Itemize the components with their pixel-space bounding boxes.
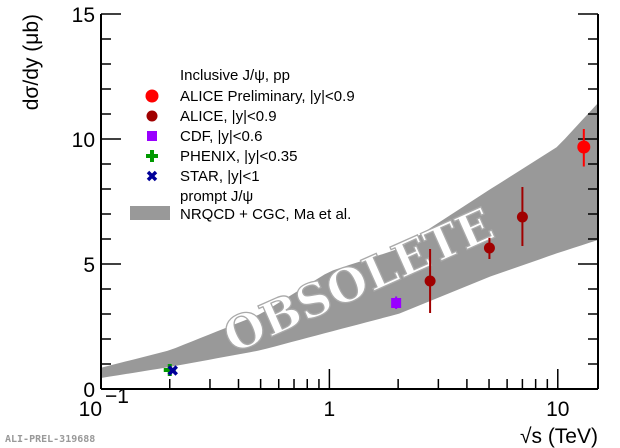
legend-label: ALICE, |y|<0.9 — [180, 108, 277, 125]
legend-label: CDF, |y|<0.6 — [180, 128, 262, 145]
x-tick-exponent: −1 — [105, 385, 129, 408]
data-point — [391, 298, 402, 308]
x-tick-label: 1 — [324, 398, 336, 421]
legend-marker — [146, 170, 158, 182]
legend-band-swatch — [130, 206, 170, 220]
data-point — [424, 275, 436, 287]
legend-label: STAR, |y|<1 — [180, 168, 260, 185]
legend-subheader: prompt J/ψ — [180, 188, 253, 205]
model-band — [101, 103, 598, 378]
legend-label: PHENIX, |y|<0.35 — [180, 148, 297, 165]
data-point — [516, 211, 528, 223]
legend-header: Inclusive J/ψ, pp — [180, 67, 290, 84]
y-tick-label: 15 — [72, 4, 95, 27]
x-tick-label: 10 — [79, 398, 102, 421]
y-tick-label: 0 — [83, 379, 95, 402]
y-axis-label: dσ/dy (μb) — [20, 14, 43, 110]
x-tick-label: 10 — [546, 398, 569, 421]
legend-marker — [145, 89, 159, 103]
legend-label: NRQCD + CGC, Ma et al. — [180, 206, 351, 223]
legend-marker — [147, 131, 157, 141]
legend-label: ALICE Preliminary, |y|<0.9 — [180, 88, 355, 105]
data-point — [577, 140, 591, 154]
legend-marker — [146, 150, 158, 162]
data-point — [483, 242, 495, 254]
data-point — [167, 365, 178, 376]
legend-marker — [146, 110, 158, 122]
x-axis-label: √s (TeV) — [520, 425, 598, 448]
y-tick-label: 5 — [83, 254, 95, 277]
reference-id: ALI-PREL-319688 — [5, 434, 95, 445]
y-tick-label: 10 — [72, 129, 95, 152]
